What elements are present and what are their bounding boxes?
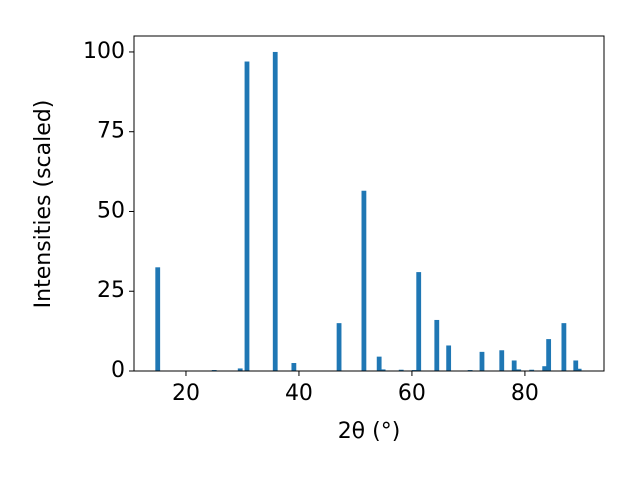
x-tick-label: 40 <box>285 381 313 406</box>
bar <box>376 356 382 371</box>
bar <box>573 360 579 371</box>
bar <box>244 61 250 372</box>
bar <box>546 339 552 371</box>
bar <box>576 368 582 371</box>
bar <box>542 366 548 371</box>
bar <box>434 319 440 371</box>
y-tick-label: 0 <box>111 358 125 383</box>
bar <box>511 360 517 371</box>
bar <box>380 369 386 371</box>
bar <box>361 190 367 371</box>
bar <box>499 350 505 371</box>
x-tick-label: 60 <box>398 381 426 406</box>
y-tick-label: 100 <box>83 39 125 64</box>
y-axis-label: Intensities (scaled) <box>31 100 56 309</box>
bar <box>561 323 567 371</box>
plot-frame <box>133 35 605 372</box>
bar <box>237 368 243 371</box>
y-tick-label: 50 <box>97 198 125 223</box>
bar <box>336 323 342 371</box>
bar <box>479 351 485 371</box>
x-tick-label: 80 <box>511 381 539 406</box>
bar <box>291 363 297 371</box>
bar <box>446 345 452 371</box>
x-axis-label: 2θ (°) <box>338 419 401 444</box>
bar <box>155 267 161 371</box>
bar <box>416 272 422 371</box>
bar <box>272 51 278 371</box>
bar <box>529 369 535 371</box>
x-tick-label: 20 <box>172 381 200 406</box>
y-tick-label: 25 <box>97 278 125 303</box>
y-tick-label: 75 <box>97 119 125 144</box>
bar <box>398 369 404 371</box>
bar <box>516 369 522 371</box>
